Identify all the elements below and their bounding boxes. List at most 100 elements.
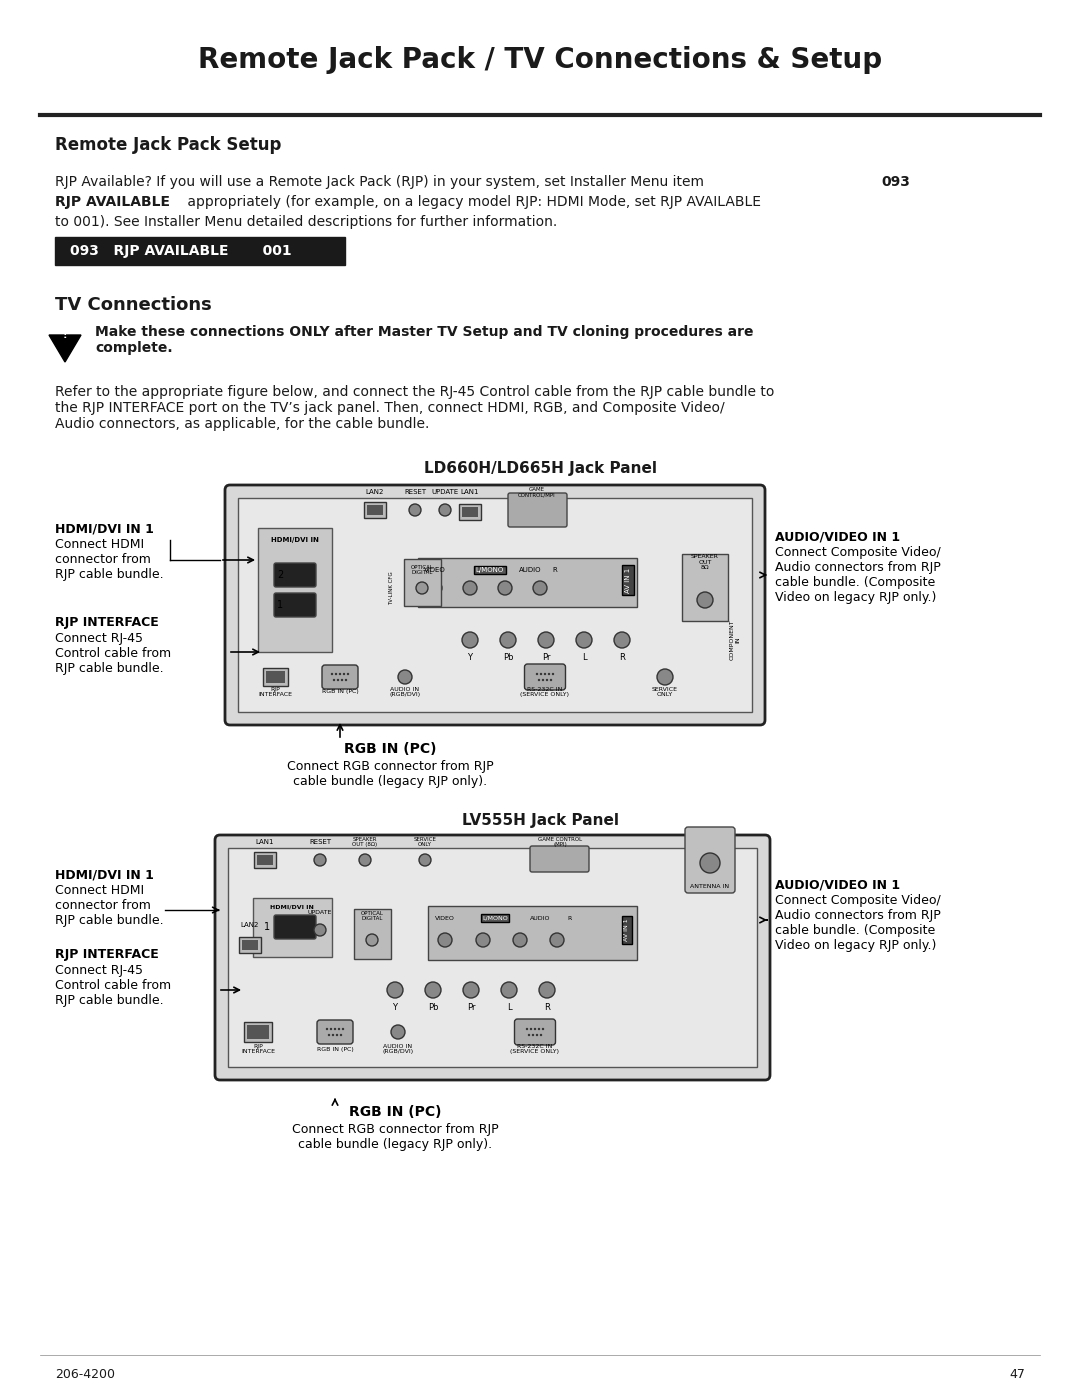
Text: OPTICAL
DIGITAL: OPTICAL DIGITAL <box>361 911 383 922</box>
Bar <box>364 502 386 518</box>
Circle shape <box>314 923 326 936</box>
Text: Connect RJ-45
Control cable from
RJP cable bundle.: Connect RJ-45 Control cable from RJP cab… <box>55 964 171 1007</box>
Circle shape <box>530 1028 532 1030</box>
Text: 093   RJP AVAILABLE       001: 093 RJP AVAILABLE 001 <box>70 244 292 258</box>
Circle shape <box>539 982 555 997</box>
FancyBboxPatch shape <box>514 1018 555 1045</box>
Text: R: R <box>544 1003 550 1013</box>
Text: HDMI/DVI IN 1: HDMI/DVI IN 1 <box>55 868 153 882</box>
Text: AUDIO IN
(RGB/DVI): AUDIO IN (RGB/DVI) <box>382 1044 414 1055</box>
Text: 47: 47 <box>1009 1369 1025 1382</box>
Bar <box>257 855 273 865</box>
Circle shape <box>550 679 552 682</box>
Circle shape <box>438 933 453 947</box>
Circle shape <box>540 1034 542 1037</box>
Text: GAME CONTROL
(MPI): GAME CONTROL (MPI) <box>538 837 582 848</box>
FancyBboxPatch shape <box>530 847 589 872</box>
Text: RGB IN (PC): RGB IN (PC) <box>343 742 436 756</box>
FancyBboxPatch shape <box>681 555 728 622</box>
Text: Pb: Pb <box>428 1003 438 1013</box>
Circle shape <box>416 583 428 594</box>
Circle shape <box>336 1034 338 1037</box>
Text: L: L <box>582 654 586 662</box>
Text: Pr: Pr <box>542 654 550 662</box>
Text: TV Connections: TV Connections <box>55 296 212 314</box>
Text: HDMI/DVI IN: HDMI/DVI IN <box>270 904 314 909</box>
Circle shape <box>335 673 337 675</box>
Circle shape <box>538 679 540 682</box>
FancyBboxPatch shape <box>354 909 391 958</box>
Circle shape <box>345 679 347 682</box>
Text: RS-232C IN
(SERVICE ONLY): RS-232C IN (SERVICE ONLY) <box>521 686 569 697</box>
Circle shape <box>409 504 421 515</box>
Polygon shape <box>49 335 81 362</box>
Circle shape <box>548 673 550 675</box>
Circle shape <box>399 671 411 685</box>
FancyBboxPatch shape <box>508 493 567 527</box>
Circle shape <box>359 854 372 866</box>
Text: LV555H Jack Panel: LV555H Jack Panel <box>461 813 619 827</box>
FancyBboxPatch shape <box>55 237 345 265</box>
Circle shape <box>536 1034 538 1037</box>
Text: Y: Y <box>392 1003 397 1013</box>
FancyBboxPatch shape <box>274 592 316 617</box>
Text: Remote Jack Pack Setup: Remote Jack Pack Setup <box>55 136 282 154</box>
Text: Pr: Pr <box>467 1003 475 1013</box>
Text: Refer to the appropriate figure below, and connect the RJ-45 Control cable from : Refer to the appropriate figure below, a… <box>55 386 774 432</box>
Circle shape <box>538 631 554 648</box>
FancyBboxPatch shape <box>428 907 637 960</box>
Text: RJP
INTERFACE: RJP INTERFACE <box>258 686 292 697</box>
FancyBboxPatch shape <box>215 835 770 1080</box>
Circle shape <box>391 1025 405 1039</box>
FancyBboxPatch shape <box>274 563 316 587</box>
Text: AUDIO: AUDIO <box>518 567 541 573</box>
Circle shape <box>426 982 441 997</box>
Text: R: R <box>619 654 625 662</box>
Circle shape <box>657 669 673 685</box>
FancyBboxPatch shape <box>228 848 757 1067</box>
Text: VIDEO: VIDEO <box>424 567 446 573</box>
FancyBboxPatch shape <box>318 1020 353 1044</box>
Circle shape <box>576 631 592 648</box>
Text: AV IN 1: AV IN 1 <box>625 567 631 592</box>
Text: RJP AVAILABLE: RJP AVAILABLE <box>55 196 170 210</box>
Text: AUDIO/VIDEO IN 1: AUDIO/VIDEO IN 1 <box>775 529 900 543</box>
FancyBboxPatch shape <box>322 665 357 689</box>
Text: AV IN 1: AV IN 1 <box>624 919 630 942</box>
Circle shape <box>544 673 546 675</box>
Text: R: R <box>568 915 572 921</box>
Circle shape <box>498 581 512 595</box>
Circle shape <box>615 631 630 648</box>
Bar <box>247 1025 269 1039</box>
Circle shape <box>536 673 538 675</box>
Text: SPEAKER
OUT (8Ω): SPEAKER OUT (8Ω) <box>352 837 378 848</box>
Circle shape <box>552 673 554 675</box>
Text: LD660H/LD665H Jack Panel: LD660H/LD665H Jack Panel <box>423 461 657 475</box>
Circle shape <box>366 935 378 946</box>
Text: 1: 1 <box>276 599 283 610</box>
Text: SPEAKER
OUT
8Ω: SPEAKER OUT 8Ω <box>691 553 719 570</box>
Text: Connect RGB connector from RJP
cable bundle (legacy RJP only).: Connect RGB connector from RJP cable bun… <box>286 760 494 788</box>
FancyBboxPatch shape <box>225 485 765 725</box>
Circle shape <box>347 673 349 675</box>
Bar <box>367 504 383 515</box>
Circle shape <box>419 854 431 866</box>
Circle shape <box>542 679 544 682</box>
Circle shape <box>314 854 326 866</box>
Text: ANTENNA IN: ANTENNA IN <box>690 884 730 890</box>
Circle shape <box>334 1028 336 1030</box>
Text: Remote Jack Pack / TV Connections & Setup: Remote Jack Pack / TV Connections & Setu… <box>198 46 882 74</box>
Text: Connect Composite Video/
Audio connectors from RJP
cable bundle. (Composite
Vide: Connect Composite Video/ Audio connector… <box>775 546 941 604</box>
Text: GAME
CONTROL/MPI: GAME CONTROL/MPI <box>518 486 556 497</box>
Text: Pb: Pb <box>503 654 513 662</box>
Text: L/MONO: L/MONO <box>476 567 504 573</box>
Text: RESET: RESET <box>309 840 332 845</box>
Circle shape <box>326 1028 328 1030</box>
Text: Make these connections ONLY after Master TV Setup and TV cloning procedures are
: Make these connections ONLY after Master… <box>95 326 754 355</box>
Circle shape <box>542 1028 544 1030</box>
Circle shape <box>534 1028 536 1030</box>
FancyBboxPatch shape <box>685 827 735 893</box>
Circle shape <box>500 631 516 648</box>
Circle shape <box>531 1034 535 1037</box>
Text: Connect Composite Video/
Audio connectors from RJP
cable bundle. (Composite
Vide: Connect Composite Video/ Audio connector… <box>775 894 941 951</box>
